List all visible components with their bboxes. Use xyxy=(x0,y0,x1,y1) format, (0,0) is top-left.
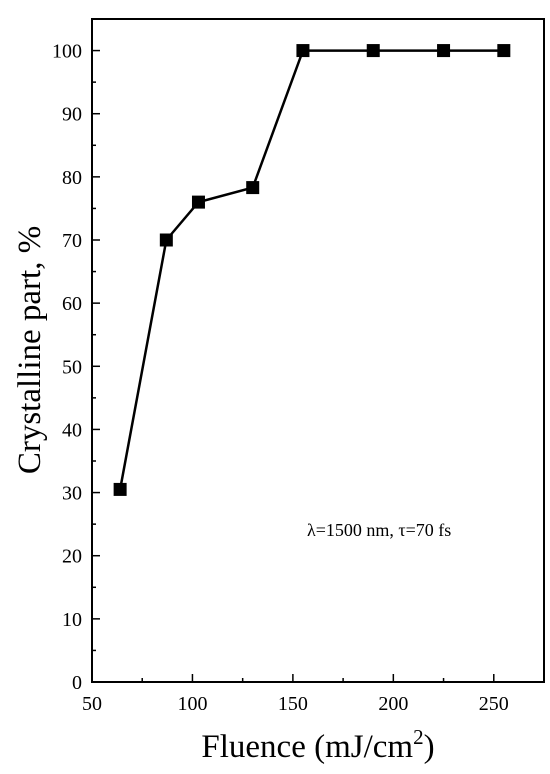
y-tick-label: 30 xyxy=(62,483,82,505)
data-point-marker xyxy=(296,44,310,58)
x-tick-label: 200 xyxy=(378,693,408,715)
data-point-marker xyxy=(191,195,205,209)
y-tick-label: 0 xyxy=(72,672,82,694)
y-tick-label: 50 xyxy=(62,356,82,378)
data-point-marker xyxy=(366,44,380,58)
data-point-marker xyxy=(497,44,511,58)
x-tick-label: 50 xyxy=(82,693,102,715)
tick-labels: 50 100 150 200 250 0 10 20 30 40 50 60 70 80 90 100 xyxy=(52,41,509,715)
y-axis-title: Crystalline part, % xyxy=(12,226,48,474)
axis-ticks xyxy=(91,18,545,683)
series-line xyxy=(118,49,504,490)
x-axis-title: Fluence (mJ/cm2) xyxy=(201,725,434,765)
y-tick-label: 100 xyxy=(52,41,82,63)
x-axis-title-main: Fluence (mJ/cm xyxy=(201,729,413,765)
y-tick-label: 60 xyxy=(62,293,82,315)
data-point-marker xyxy=(159,233,173,247)
data-point-marker xyxy=(246,181,260,195)
data-point-marker xyxy=(437,44,451,58)
x-tick-label: 100 xyxy=(177,693,207,715)
x-axis-title-superscript: 2 xyxy=(413,725,424,749)
data-point-marker xyxy=(113,482,127,496)
y-tick-label: 90 xyxy=(62,104,82,126)
y-tick-label: 20 xyxy=(62,546,82,568)
y-tick-label: 80 xyxy=(62,167,82,189)
y-tick-label: 70 xyxy=(62,230,82,252)
x-tick-label: 150 xyxy=(278,693,308,715)
y-tick-label: 40 xyxy=(62,419,82,441)
plot-area-frame xyxy=(91,18,545,683)
data-series xyxy=(113,44,511,496)
x-axis-title-suffix: ) xyxy=(424,729,435,765)
x-tick-label: 250 xyxy=(479,693,509,715)
y-tick-label: 10 xyxy=(62,609,82,631)
annotation-text: λ=1500 nm, τ=70 fs xyxy=(307,520,451,540)
